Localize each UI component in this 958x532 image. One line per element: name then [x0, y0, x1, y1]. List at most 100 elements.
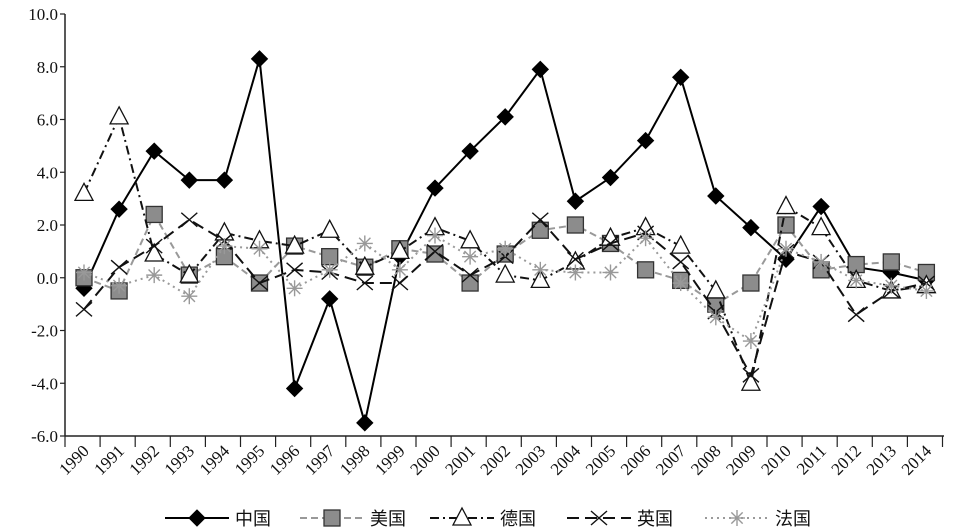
asterisk-stroke [779, 242, 793, 255]
asterisk-stroke [358, 237, 371, 250]
x-marker [566, 251, 584, 267]
triangle-shape [600, 226, 621, 246]
asterisk-marker [427, 227, 443, 244]
triangle-shape [530, 268, 551, 289]
square-marker [566, 216, 585, 234]
diamond-shape [531, 60, 550, 79]
asterisk-marker [356, 235, 373, 252]
asterisk-marker [76, 264, 92, 281]
x-marker [180, 212, 198, 228]
y-tick-label: -2.0 [31, 322, 58, 341]
legend-label: 德国 [500, 509, 536, 529]
x-stroke [847, 307, 865, 323]
x-tick-label: 2002 [477, 441, 514, 478]
triangle-marker [319, 218, 340, 238]
diamond-marker [285, 379, 304, 398]
square-shape [531, 221, 549, 239]
asterisk-marker [848, 272, 865, 289]
square-marker [145, 205, 163, 224]
x-marker [461, 267, 479, 283]
diamond-shape [180, 171, 199, 189]
triangle-shape [670, 234, 691, 254]
diamond-shape [110, 200, 128, 218]
diamond-shape [145, 142, 163, 160]
square-marker [742, 274, 760, 292]
square-shape [426, 245, 444, 263]
legend-label: 英国 [637, 509, 673, 529]
asterisk-stroke [709, 311, 722, 324]
asterisk-stroke [885, 279, 898, 292]
triangle-marker [740, 371, 761, 391]
x-marker [602, 235, 619, 251]
legend-item-2: 德国 [430, 506, 536, 529]
asterisk-stroke [428, 229, 442, 242]
asterisk-marker [286, 280, 303, 297]
x-tick-label: 2011 [793, 441, 830, 478]
legend-label: 法国 [775, 509, 811, 529]
asterisk-stroke [253, 242, 266, 255]
square-marker [426, 245, 444, 263]
diamond-marker [250, 50, 269, 68]
triangle-marker [495, 263, 516, 283]
triangle-shape [775, 195, 797, 215]
diamond-shape [461, 142, 479, 160]
diamond-marker [215, 171, 234, 189]
asterisk-marker [111, 277, 128, 294]
diamond-shape [566, 192, 585, 210]
triangle-shape [109, 105, 130, 125]
asterisk-marker [216, 238, 233, 255]
diamond-marker [566, 192, 585, 210]
diamond-marker [742, 218, 760, 237]
x-marker [531, 212, 549, 228]
square-marker [882, 253, 900, 271]
diamond-shape [285, 379, 304, 398]
x-stroke [356, 275, 374, 291]
triangle-shape [179, 263, 200, 283]
asterisk-marker [813, 253, 830, 270]
diamond-marker [636, 131, 655, 150]
series-3 [75, 212, 935, 383]
x-tick-label: 1990 [55, 441, 92, 478]
asterisk-stroke [674, 276, 687, 290]
x-stroke [251, 275, 268, 291]
triangle-marker [451, 506, 473, 526]
diamond-shape [812, 197, 830, 216]
x-stroke [590, 510, 608, 526]
square-marker [777, 216, 795, 234]
legend-item-1: 美国 [300, 509, 406, 529]
triangle-marker [179, 263, 200, 283]
asterisk-stroke [499, 242, 512, 255]
diamond-marker [812, 197, 830, 216]
triangle-shape [144, 242, 165, 262]
legend-item-3: 英国 [567, 509, 673, 529]
asterisk-stroke [920, 284, 933, 298]
triangle-marker [109, 105, 130, 125]
x-marker [75, 301, 93, 317]
triangle-marker [144, 242, 165, 262]
diamond-shape [742, 218, 760, 237]
x-stroke [110, 259, 128, 275]
square-shape [777, 216, 795, 234]
asterisk-stroke [148, 268, 161, 282]
y-tick-label: -4.0 [31, 374, 58, 393]
x-tick-label: 2013 [863, 441, 900, 478]
x-tick-label: 2007 [652, 441, 690, 479]
triangle-shape [389, 239, 410, 260]
triangle-marker [284, 234, 305, 254]
triangle-marker [530, 268, 551, 289]
x-tick-label: 2003 [512, 441, 549, 478]
legend-label: 美国 [370, 509, 406, 529]
x-stroke [391, 275, 409, 291]
diamond-shape [426, 179, 444, 197]
x-stroke [566, 251, 584, 267]
asterisk-stroke [814, 255, 828, 269]
triangle-shape [354, 255, 375, 275]
square-shape [323, 509, 341, 527]
x-tick-label: 2000 [406, 441, 443, 478]
y-tick-label: 8.0 [37, 58, 58, 77]
x-tick-label: 2009 [722, 441, 759, 478]
x-tick-label: 1998 [336, 441, 373, 478]
x-stroke [426, 243, 444, 259]
diamond-marker [531, 60, 550, 79]
